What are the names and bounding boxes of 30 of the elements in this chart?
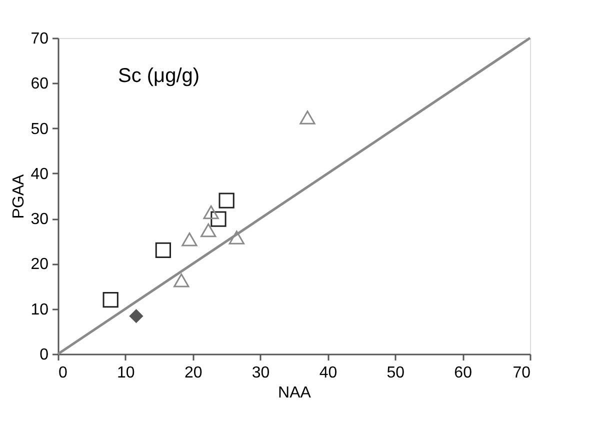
x-tick-label: 50 — [386, 364, 405, 382]
x-tick-label: 20 — [184, 364, 202, 382]
y-tick-label: 0 — [40, 346, 49, 364]
x-tick-label: 60 — [454, 364, 472, 382]
point — [210, 211, 226, 227]
point — [129, 309, 144, 324]
y-tick-label: 50 — [30, 120, 49, 138]
y-tick-label: 40 — [30, 166, 49, 183]
point — [228, 230, 245, 244]
point — [300, 110, 316, 124]
point — [102, 292, 118, 308]
x-tick-label: 40 — [319, 364, 338, 382]
x-tick-label: 10 — [117, 364, 135, 382]
x-tick-label: 0 — [58, 364, 68, 382]
y-axis-title: PGAA — [10, 174, 28, 219]
x-tick-label: 70 — [512, 364, 531, 382]
y-tick-label: 20 — [30, 256, 49, 274]
y-tick-label: 10 — [30, 301, 49, 318]
point — [218, 192, 234, 208]
y-tick-label: 60 — [30, 76, 49, 93]
y-tick-label: 70 — [30, 30, 49, 48]
point — [155, 242, 172, 258]
point — [174, 274, 190, 288]
y-tick-label: 30 — [30, 211, 49, 228]
point — [182, 232, 198, 246]
annotation: Sc (μg/g) — [118, 65, 200, 87]
x-tick-label: 30 — [252, 364, 270, 382]
x-axis-title: NAA — [278, 384, 312, 402]
point — [203, 205, 219, 220]
point — [200, 223, 216, 238]
